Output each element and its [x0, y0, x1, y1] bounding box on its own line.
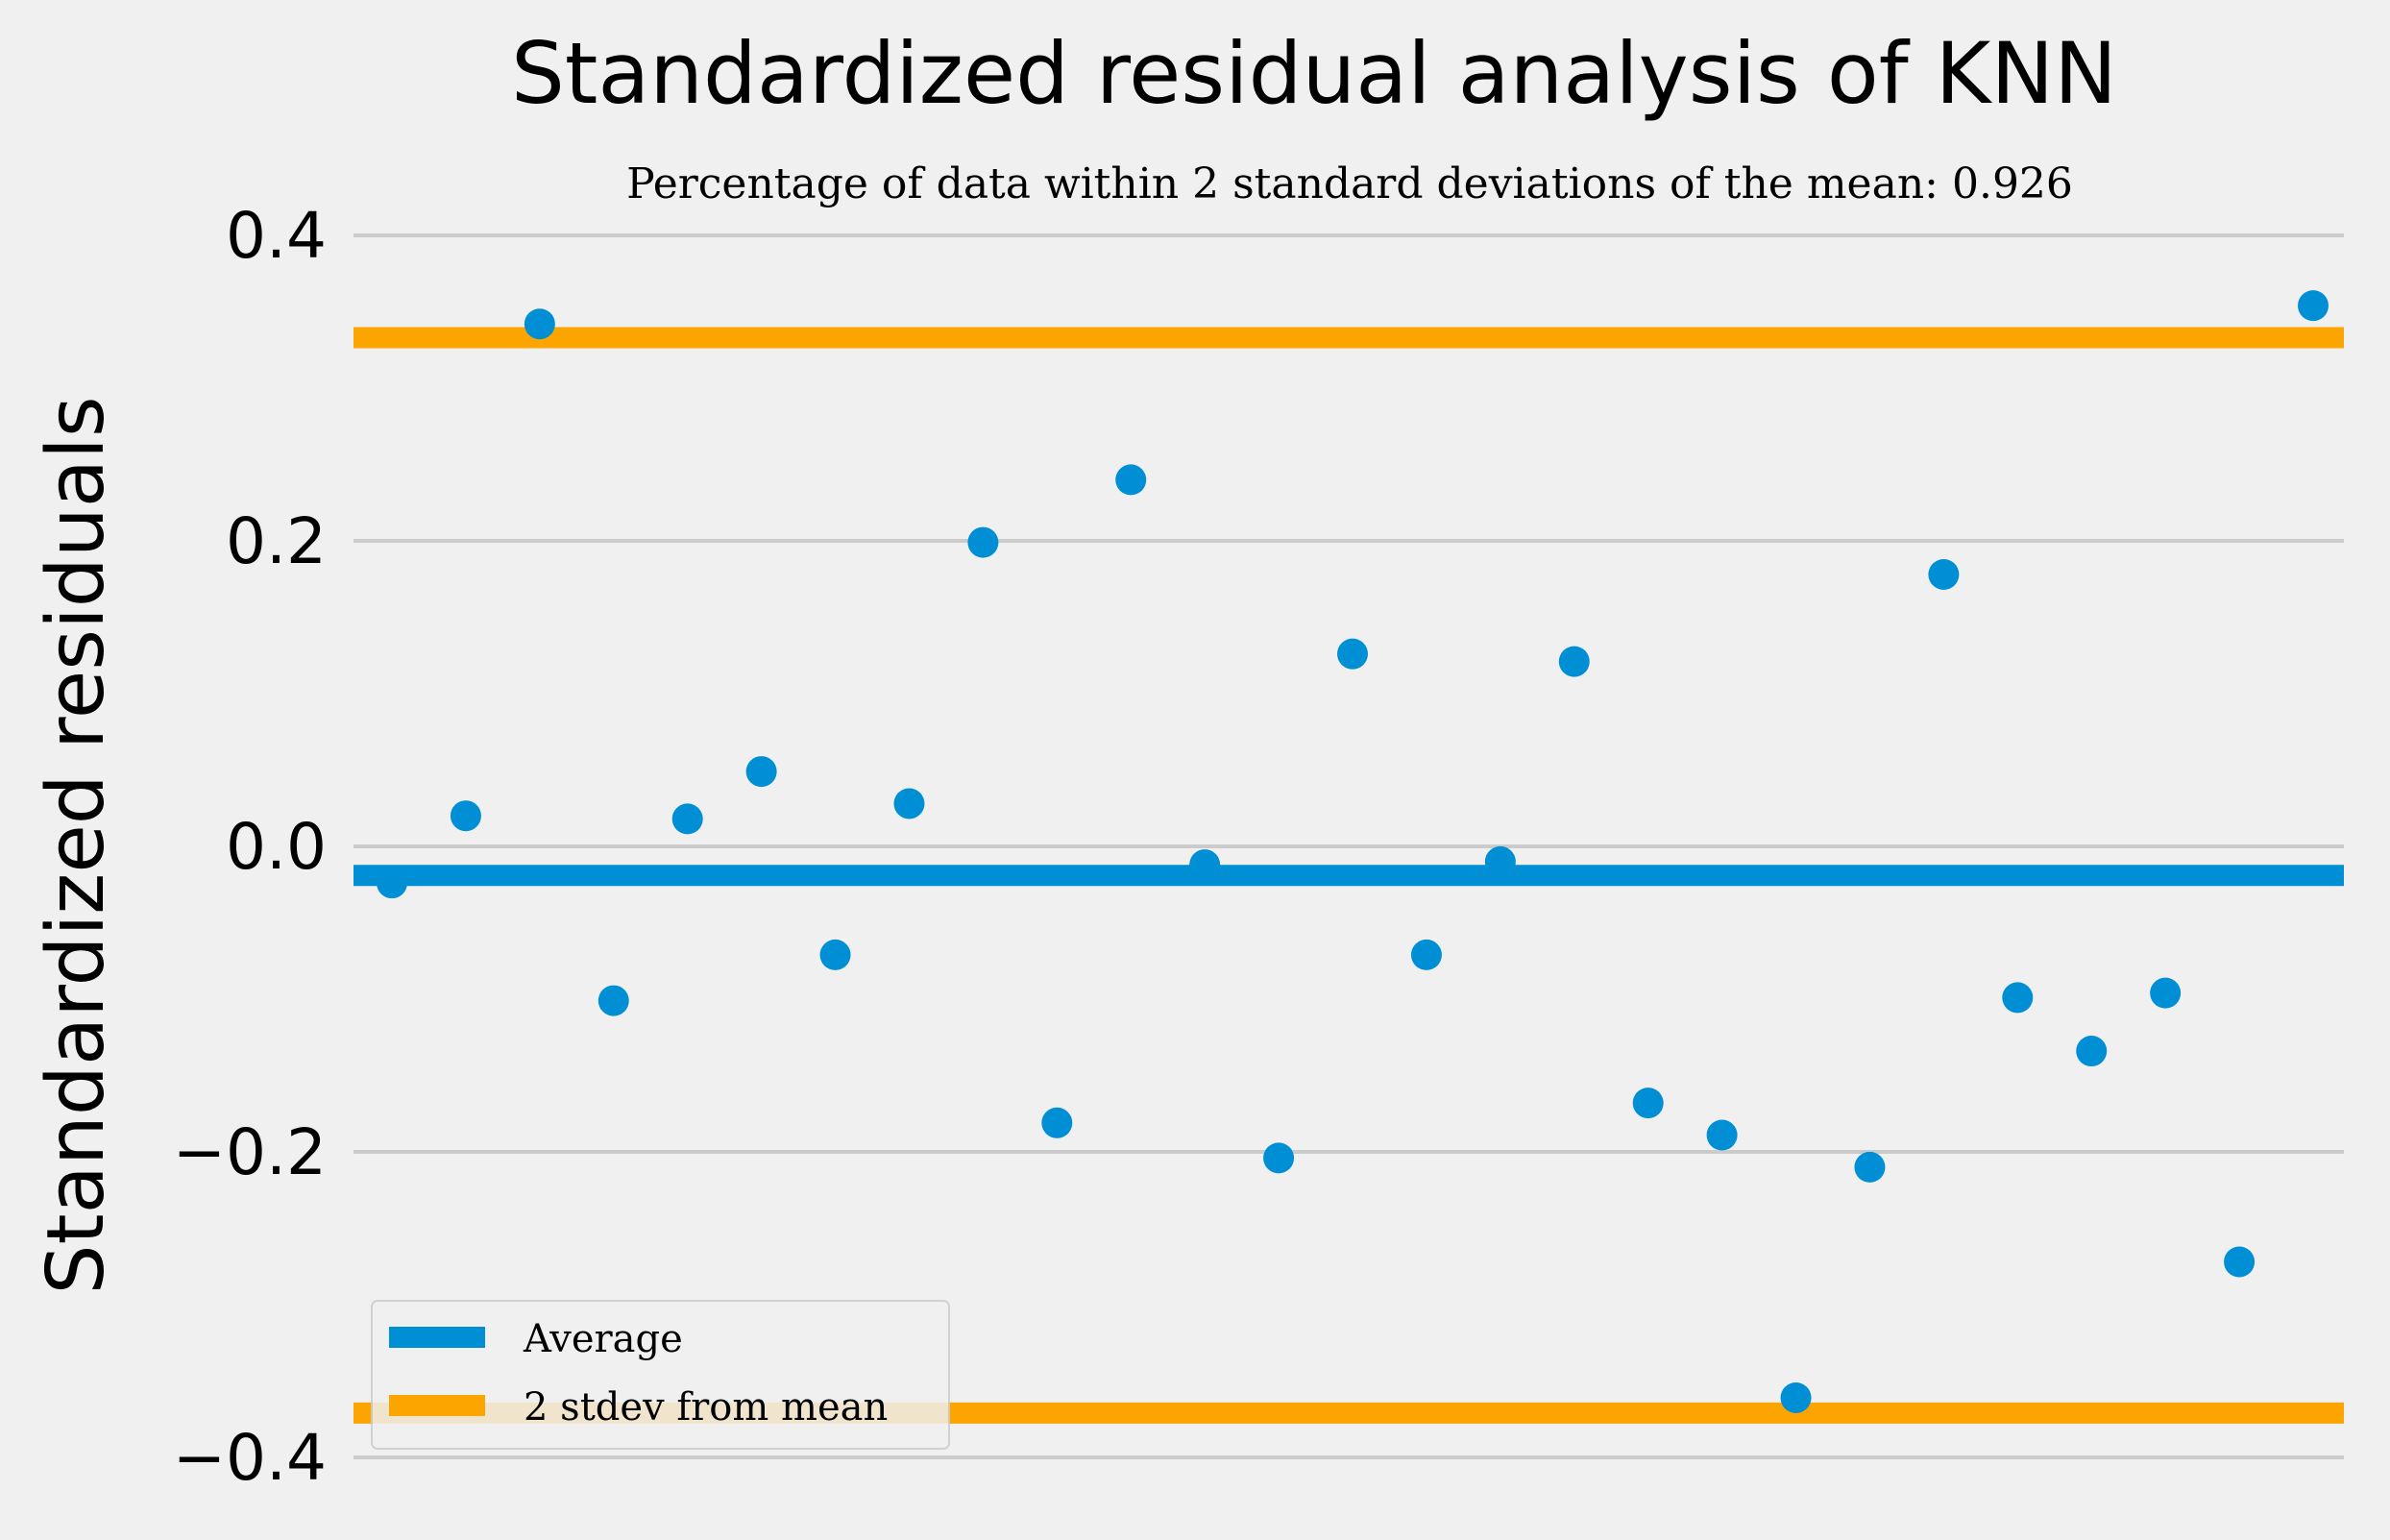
data-point [671, 803, 703, 835]
data-point [967, 526, 999, 558]
data-point [1410, 939, 1442, 970]
legend-box [371, 1300, 950, 1450]
y-tick-label: 0.0 [226, 810, 327, 884]
data-point [2002, 982, 2034, 1014]
chart-subtitle: Percentage of data within 2 standard dev… [626, 159, 2073, 208]
y-tick-label: 0.4 [226, 199, 327, 273]
legend-label-2-stdev: 2 stdev from mean [524, 1385, 888, 1430]
data-point [2150, 977, 2182, 1009]
data-point [2224, 1246, 2256, 1278]
legend: Average 2 stdev from mean [371, 1300, 950, 1450]
data-point [819, 939, 851, 970]
data-point [1189, 849, 1221, 881]
data-point [893, 788, 925, 819]
y-tick-label: 0.2 [226, 504, 327, 578]
data-point [1558, 646, 1590, 677]
data-point [377, 868, 407, 899]
legend-label-average: Average [523, 1317, 683, 1361]
data-point [1337, 638, 1368, 670]
data-point [1484, 845, 1516, 877]
data-point [1928, 558, 1960, 590]
data-point [1706, 1119, 1738, 1151]
gridlines [354, 233, 2344, 1459]
data-point [598, 985, 629, 1016]
data-point [1780, 1381, 1812, 1413]
data-point [524, 308, 555, 340]
y-tick-label: −0.4 [173, 1421, 327, 1495]
y-tick-labels: 0.4 0.2 0.0 −0.2 −0.4 [173, 199, 327, 1495]
data-point [450, 800, 481, 832]
data-point [1115, 464, 1147, 496]
y-axis-label: Standardized residuals [31, 396, 122, 1294]
chart-title: Standardized residual analysis of KNN [511, 24, 2117, 123]
y-tick-label: −0.2 [173, 1115, 327, 1189]
data-point [1263, 1142, 1295, 1174]
data-point [2298, 290, 2329, 322]
data-point [2076, 1036, 2108, 1067]
data-points [377, 290, 2329, 1413]
data-point [745, 756, 777, 788]
data-point [1632, 1088, 1664, 1119]
data-point [1041, 1107, 1073, 1138]
data-point [1854, 1151, 1886, 1183]
